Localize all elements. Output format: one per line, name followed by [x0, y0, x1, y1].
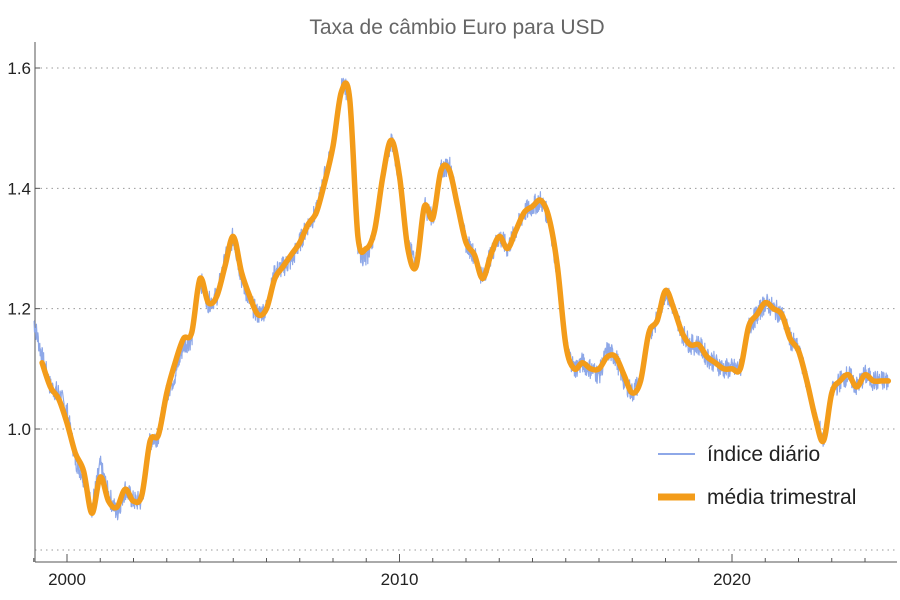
series [33, 77, 892, 521]
y-ticks: 1.0 1.2 1.4 1.6 [7, 59, 40, 439]
x-ticks: 2000 2010 2020 [33, 554, 866, 589]
y-tick-label-1: 1.2 [7, 300, 31, 319]
legend-label-indice-diario: índice diário [707, 443, 820, 466]
grid-lines [35, 67, 897, 551]
series-line-media-trimestral [39, 80, 892, 516]
x-tick-label-2: 2020 [713, 570, 751, 589]
y-tick-label-0: 1.0 [7, 420, 31, 439]
y-tick-label-2: 1.4 [7, 179, 31, 198]
chart-title: Taxa de câmbio Euro para USD [309, 16, 604, 39]
legend-label-media-trimestral: média trimestral [707, 486, 856, 509]
legend: índice diário média trimestral [658, 443, 856, 509]
y-tick-label-3: 1.6 [7, 59, 31, 78]
x-tick-label-1: 2010 [381, 570, 419, 589]
x-tick-label-0: 2000 [48, 570, 86, 589]
